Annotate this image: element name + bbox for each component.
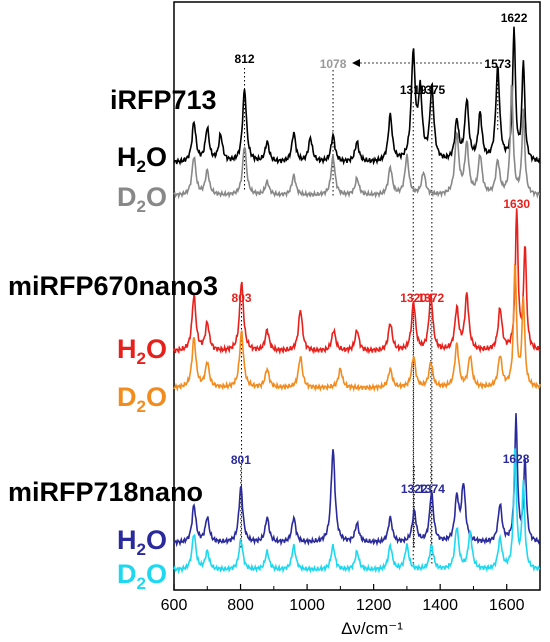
- plot-frame: [173, 1, 541, 591]
- spectrum-miRFP718nano-D2O: [173, 448, 541, 575]
- peak-label-1628: 1628: [503, 452, 530, 466]
- solvent-tail: O: [146, 142, 167, 172]
- solvent-tail: O: [146, 525, 167, 555]
- spectrum-miRFP718nano-H2O: [173, 413, 541, 548]
- x-tick-label-800: 800: [227, 597, 254, 614]
- solvent-label: H2O: [117, 525, 167, 559]
- solvent-label: H2O: [117, 334, 167, 368]
- solvent-letter: H: [117, 525, 137, 555]
- peak-label-1374: 1374: [418, 482, 445, 496]
- x-tick-label-1000: 1000: [289, 597, 325, 614]
- solvent-subscript: 2: [137, 397, 146, 416]
- solvent-letter: H: [117, 142, 137, 172]
- solvent-letter: H: [117, 334, 137, 364]
- spectrum-miRFP670nano3-H2O: [173, 208, 541, 355]
- solvent-label: D2O: [117, 182, 167, 216]
- x-axis-label: Δν/cm⁻¹: [341, 619, 403, 638]
- solvent-label: D2O: [117, 382, 167, 416]
- solvent-tail: O: [146, 559, 167, 589]
- solvent-label: H2O: [117, 142, 167, 176]
- x-tick-label-1200: 1200: [356, 597, 392, 614]
- solvent-tail: O: [146, 382, 167, 412]
- solvent-subscript: 2: [137, 157, 146, 176]
- peak-label-812: 812: [235, 52, 255, 66]
- peak-label-1320: 1320: [400, 291, 427, 305]
- spectrum-miRFP670nano3-D2O: [173, 263, 541, 393]
- peak-label-1322: 1322: [401, 482, 428, 496]
- solvent-subscript: 2: [137, 197, 146, 216]
- solvent-subscript: 2: [137, 574, 146, 593]
- x-tick-label-600: 600: [161, 597, 188, 614]
- peak-label-1078: 1078: [320, 57, 347, 71]
- protein-name-iRFP713: iRFP713: [110, 85, 217, 115]
- protein-name-miRFP670nano3: miRFP670nano3: [8, 271, 218, 301]
- peak-label-1372: 1372: [418, 291, 445, 305]
- solvent-letter: D: [117, 182, 137, 212]
- x-tick-label-1400: 1400: [422, 597, 458, 614]
- peak-label-1375: 1375: [419, 83, 446, 97]
- protein-name-miRFP718nano: miRFP718nano: [8, 477, 203, 507]
- solvent-letter: D: [117, 559, 137, 589]
- solvent-subscript: 2: [137, 540, 146, 559]
- peak-label-1630: 1630: [503, 197, 530, 211]
- peak-label-1622: 1622: [501, 11, 528, 25]
- solvent-tail: O: [146, 182, 167, 212]
- spectrum-iRFP713-D2O: [173, 84, 541, 200]
- x-tick-label-1600: 1600: [489, 597, 525, 614]
- solvent-tail: O: [146, 334, 167, 364]
- x-axis: 600 800 1000 1200 1400 1600: [161, 584, 525, 614]
- solvent-label: D2O: [117, 559, 167, 593]
- series-labels: iRFP713H2OD2OmiRFP670nano3H2OD2OmiRFP718…: [8, 85, 218, 593]
- solvent-subscript: 2: [137, 349, 146, 368]
- spectra-group: [173, 26, 541, 575]
- peak-label-803: 803: [232, 291, 252, 305]
- spectrum-iRFP713-H2O: [173, 26, 541, 166]
- peak-label-1573: 1573: [484, 57, 511, 71]
- peak-label-1319: 1319: [400, 83, 427, 97]
- peak-label-801: 801: [231, 453, 251, 467]
- solvent-letter: D: [117, 382, 137, 412]
